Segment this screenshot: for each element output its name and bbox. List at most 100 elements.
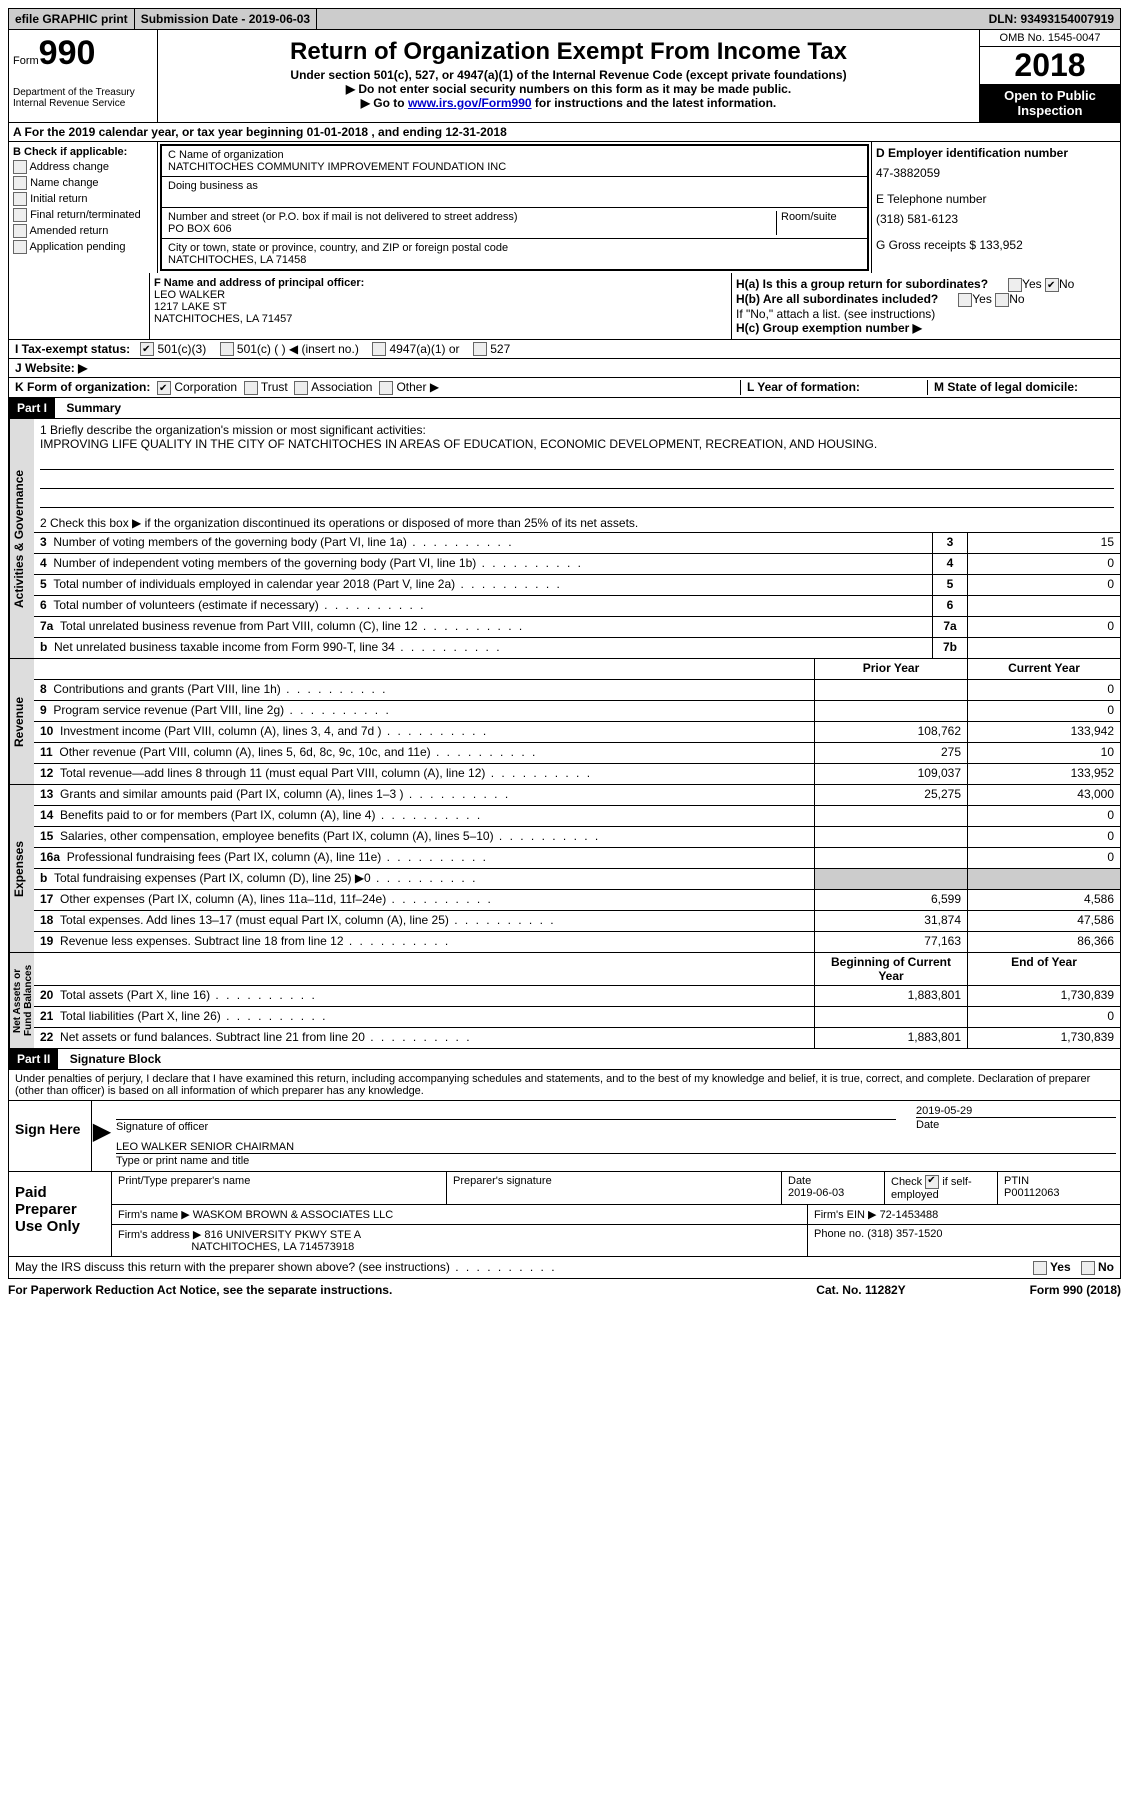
part2-label: Part II xyxy=(9,1049,58,1069)
sig-date-label: Date xyxy=(916,1117,1116,1131)
officer-street: 1217 LAKE ST xyxy=(154,301,727,313)
ag-section: Activities & Governance 1 Briefly descri… xyxy=(8,419,1121,659)
table-row: 15 Salaries, other compensation, employe… xyxy=(34,827,1120,848)
table-row: b Net unrelated business taxable income … xyxy=(34,638,1120,658)
street-cell: Number and street (or P.O. box if mail i… xyxy=(162,208,867,239)
table-row: 18 Total expenses. Add lines 13–17 (must… xyxy=(34,911,1120,932)
irs-link[interactable]: www.irs.gov/Form990 xyxy=(408,96,532,110)
form-word: Form xyxy=(13,55,39,67)
line2: 2 Check this box ▶ if the organization d… xyxy=(34,514,1120,533)
dln: DLN: 93493154007919 xyxy=(983,9,1120,29)
org-name-cell: C Name of organization NATCHITOCHES COMM… xyxy=(162,146,867,177)
table-row: 13 Grants and similar amounts paid (Part… xyxy=(34,785,1120,806)
table-row: 11 Other revenue (Part VIII, column (A),… xyxy=(34,743,1120,764)
check-name[interactable]: Name change xyxy=(13,176,153,190)
subtitle-2: Do not enter social security numbers on … xyxy=(164,82,973,96)
firm-address: Firm's address ▶ 816 UNIVERSITY PKWY STE… xyxy=(112,1225,808,1256)
rev-section: Revenue Prior Year Current Year 8 Contri… xyxy=(8,659,1121,785)
officer-block: F Name and address of principal officer:… xyxy=(8,273,1121,340)
declaration: Under penalties of perjury, I declare th… xyxy=(8,1070,1121,1101)
prep-sig-header: Preparer's signature xyxy=(447,1172,782,1204)
form-number-cell: Form990 Department of the Treasury Inter… xyxy=(9,30,158,122)
table-row: 8 Contributions and grants (Part VIII, l… xyxy=(34,680,1120,701)
gross-receipts: G Gross receipts $ 133,952 xyxy=(876,238,1116,252)
omb-number: OMB No. 1545-0047 xyxy=(980,30,1120,47)
discuss-row: May the IRS discuss this return with the… xyxy=(8,1257,1121,1279)
city-cell: City or town, state or province, country… xyxy=(162,239,867,269)
table-row: 17 Other expenses (Part IX, column (A), … xyxy=(34,890,1120,911)
org-info-box: C Name of organization NATCHITOCHES COMM… xyxy=(160,144,869,271)
table-row: 22 Net assets or fund balances. Subtract… xyxy=(34,1028,1120,1048)
org-city: NATCHITOCHES, LA 71458 xyxy=(168,254,861,266)
firm-ein: Firm's EIN ▶ 72-1453488 xyxy=(808,1205,1120,1224)
form-number: 990 xyxy=(39,34,96,72)
preparer-block: Paid Preparer Use Only Print/Type prepar… xyxy=(8,1172,1121,1257)
prep-name-header: Print/Type preparer's name xyxy=(112,1172,447,1204)
rev-label: Revenue xyxy=(9,659,34,784)
line1: 1 Briefly describe the organization's mi… xyxy=(34,419,1120,514)
tax-year: 2018 xyxy=(980,47,1120,84)
department-label: Department of the Treasury Internal Reve… xyxy=(13,87,153,109)
cat-no: Cat. No. 11282Y xyxy=(761,1283,961,1297)
bcd-block: B Check if applicable: Address change Na… xyxy=(8,142,1121,273)
form-title: Return of Organization Exempt From Incom… xyxy=(164,38,973,66)
table-row: 21 Total liabilities (Part X, line 26)0 xyxy=(34,1007,1120,1028)
prep-date: Date2019-06-03 xyxy=(782,1172,885,1204)
ein-label: D Employer identification number xyxy=(876,146,1116,160)
page-footer: For Paperwork Reduction Act Notice, see … xyxy=(8,1279,1121,1301)
h-section: H(a) Is this a group return for subordin… xyxy=(732,273,1120,339)
table-row: 10 Investment income (Part VIII, column … xyxy=(34,722,1120,743)
table-row: 12 Total revenue—add lines 8 through 11 … xyxy=(34,764,1120,784)
part2-title: Signature Block xyxy=(62,1052,161,1066)
na-section: Net Assets or Fund Balances Beginning of… xyxy=(8,953,1121,1049)
table-row: 5 Total number of individuals employed i… xyxy=(34,575,1120,596)
org-street: PO BOX 606 xyxy=(168,223,776,235)
officer-city: NATCHITOCHES, LA 71457 xyxy=(154,313,727,325)
check-final[interactable]: Final return/terminated xyxy=(13,208,153,222)
phone-label: E Telephone number xyxy=(876,192,1116,206)
year-cell: OMB No. 1545-0047 2018 Open to Public In… xyxy=(979,30,1120,122)
prep-ptin: PTINP00112063 xyxy=(998,1172,1120,1204)
line-j: J Website: ▶ xyxy=(8,359,1121,378)
rev-header: Prior Year Current Year xyxy=(34,659,1120,680)
sig-date-value: 2019-05-29 xyxy=(916,1105,1116,1117)
org-name: NATCHITOCHES COMMUNITY IMPROVEMENT FOUND… xyxy=(168,161,861,173)
form-header: Form990 Department of the Treasury Inter… xyxy=(8,30,1121,123)
officer-name: LEO WALKER xyxy=(154,289,727,301)
section-a: A For the 2019 calendar year, or tax yea… xyxy=(8,123,1121,142)
exp-label: Expenses xyxy=(9,785,34,952)
title-cell: Return of Organization Exempt From Incom… xyxy=(158,30,979,122)
check-address[interactable]: Address change xyxy=(13,160,153,174)
table-row: 6 Total number of volunteers (estimate i… xyxy=(34,596,1120,617)
prep-selfemp: Check if self-employed xyxy=(885,1172,998,1204)
phone-value: (318) 581-6123 xyxy=(876,212,1116,226)
public-inspection: Open to Public Inspection xyxy=(980,84,1120,122)
top-bar: efile GRAPHIC print Submission Date - 20… xyxy=(8,8,1121,30)
line-i: I Tax-exempt status: 501(c)(3) 501(c) ( … xyxy=(8,340,1121,360)
check-pending[interactable]: Application pending xyxy=(13,240,153,254)
sign-here-label: Sign Here xyxy=(9,1101,92,1171)
table-row: 7a Total unrelated business revenue from… xyxy=(34,617,1120,638)
col-d: D Employer identification number 47-3882… xyxy=(871,142,1120,273)
firm-name: Firm's name ▶ WASKOM BROWN & ASSOCIATES … xyxy=(112,1205,808,1224)
check-initial[interactable]: Initial return xyxy=(13,192,153,206)
dba-cell: Doing business as xyxy=(162,177,867,208)
table-row: 16a Professional fundraising fees (Part … xyxy=(34,848,1120,869)
officer-name-title: LEO WALKER SENIOR CHAIRMAN xyxy=(116,1141,1116,1153)
table-row: 14 Benefits paid to or for members (Part… xyxy=(34,806,1120,827)
form-rev: Form 990 (2018) xyxy=(961,1283,1121,1297)
preparer-label: Paid Preparer Use Only xyxy=(9,1172,112,1256)
na-label: Net Assets or Fund Balances xyxy=(9,953,34,1048)
part2-bar: Part II Signature Block xyxy=(8,1049,1121,1070)
exp-section: Expenses 13 Grants and similar amounts p… xyxy=(8,785,1121,953)
sign-block: Sign Here ▶ Signature of officer 2019-05… xyxy=(8,1101,1121,1172)
col-b: B Check if applicable: Address change Na… xyxy=(9,142,158,273)
firm-phone: Phone no. (318) 357-1520 xyxy=(808,1225,1120,1256)
part1-bar: Part I Summary xyxy=(8,398,1121,419)
mission-text: IMPROVING LIFE QUALITY IN THE CITY OF NA… xyxy=(40,437,1114,451)
check-amended[interactable]: Amended return xyxy=(13,224,153,238)
ein-value: 47-3882059 xyxy=(876,166,1116,180)
paperwork-notice: For Paperwork Reduction Act Notice, see … xyxy=(8,1283,761,1297)
subtitle-1: Under section 501(c), 527, or 4947(a)(1)… xyxy=(164,68,973,82)
table-row: 9 Program service revenue (Part VIII, li… xyxy=(34,701,1120,722)
